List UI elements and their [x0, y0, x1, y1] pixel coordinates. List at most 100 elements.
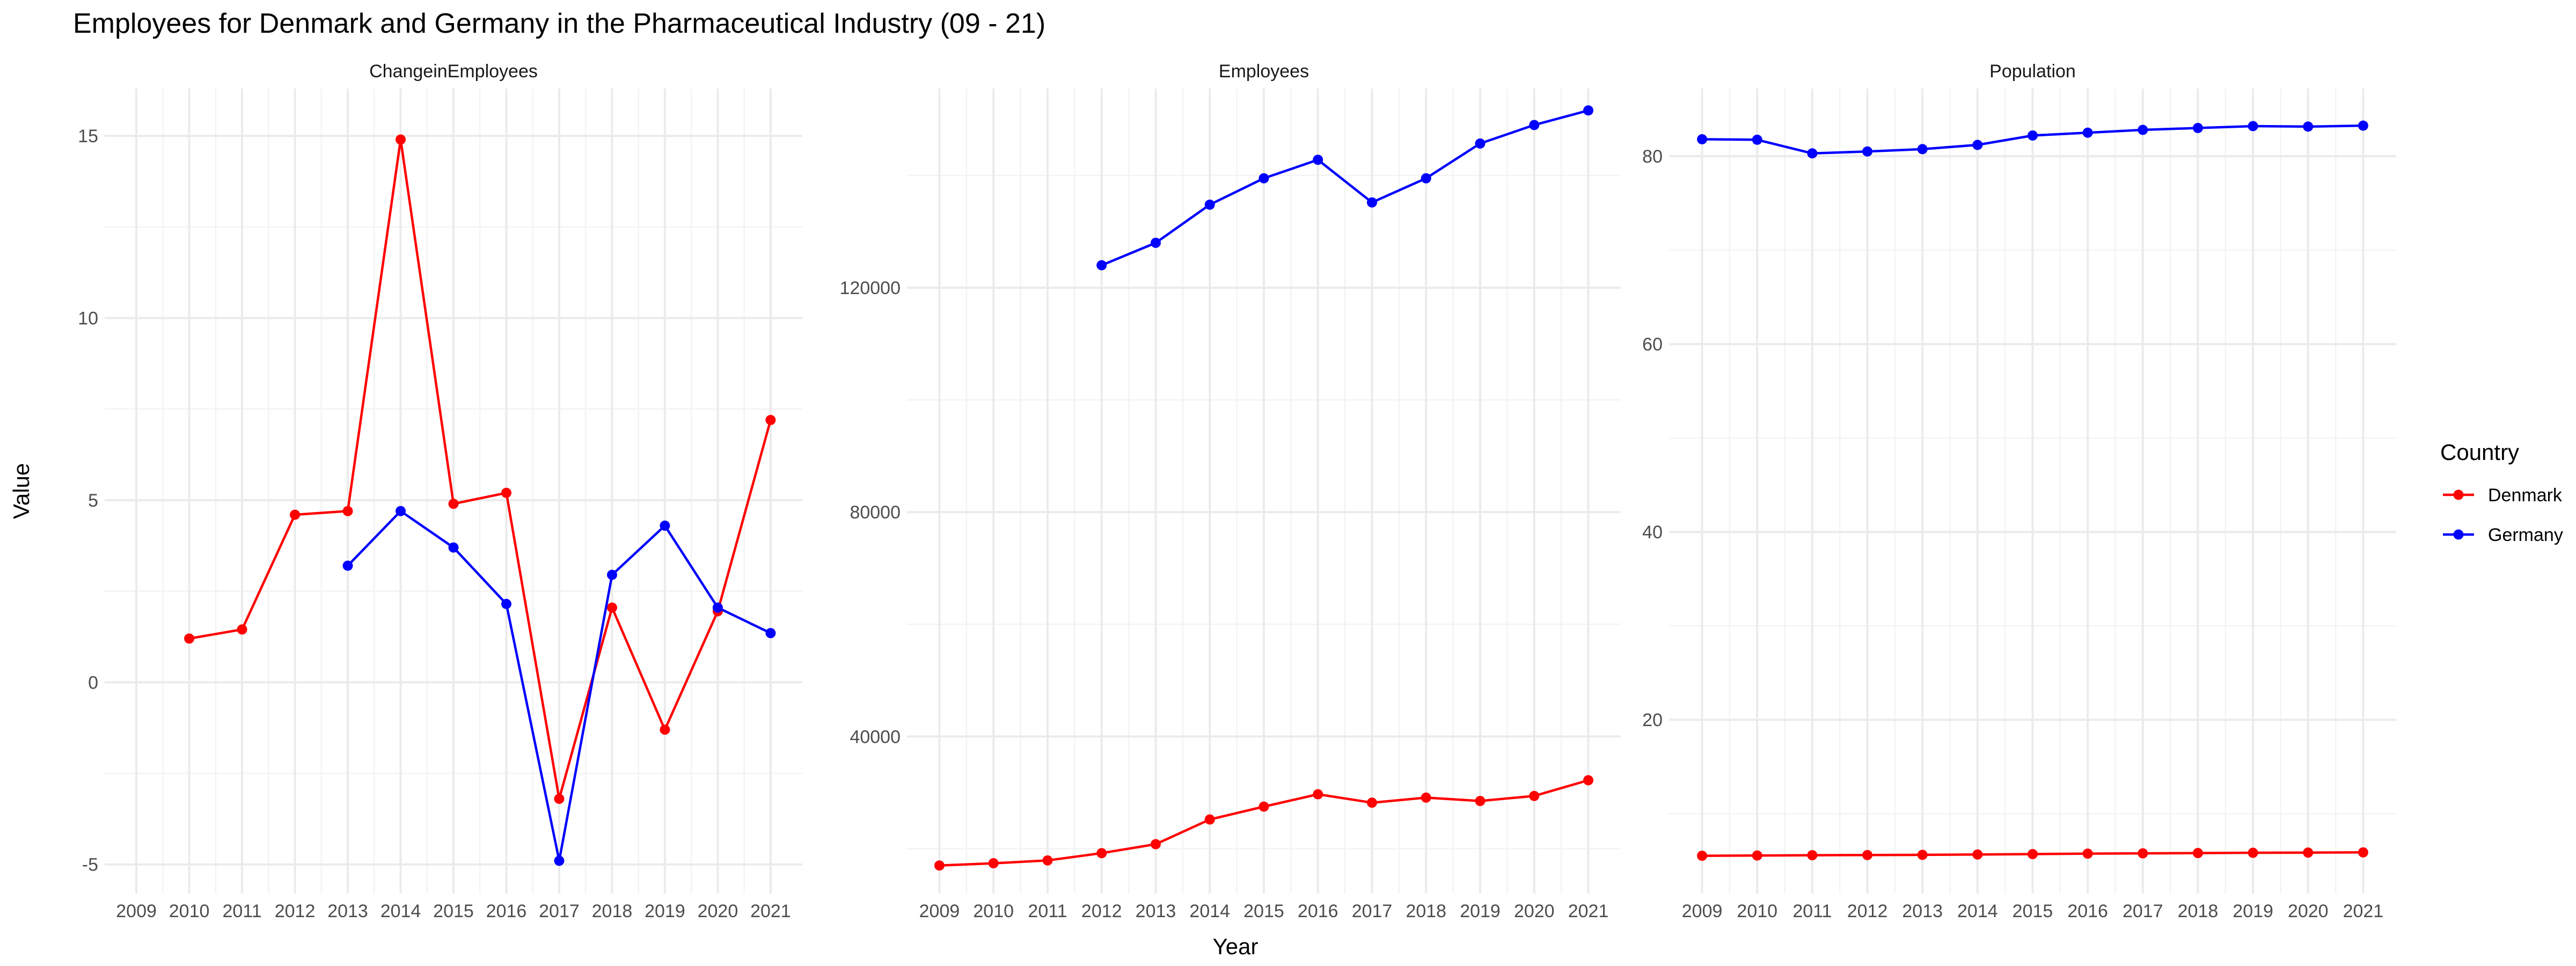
legend-title: Country — [2440, 440, 2519, 465]
x-tick-label-ChangeinEmployees-2012: 2012 — [275, 901, 316, 921]
data-point-Employees-Denmark-2010 — [988, 858, 999, 869]
y-tick-label-ChangeinEmployees-1: 0 — [88, 672, 98, 693]
x-tick-label-Population-2015: 2015 — [2012, 901, 2053, 921]
x-tick-label-ChangeinEmployees-2014: 2014 — [380, 901, 421, 921]
data-point-ChangeinEmployees-Germany-2019 — [660, 520, 670, 531]
legend-label-Germany: Germany — [2488, 525, 2563, 545]
x-tick-label-Population-2019: 2019 — [2233, 901, 2273, 921]
data-point-Population-Denmark-2011 — [1807, 850, 1818, 861]
legend-key-point-Germany — [2453, 529, 2464, 540]
data-point-ChangeinEmployees-Denmark-2010 — [184, 633, 195, 644]
data-point-Population-Germany-2012 — [1862, 146, 1873, 157]
x-tick-label-Population-2017: 2017 — [2123, 901, 2163, 921]
data-point-Population-Denmark-2020 — [2303, 847, 2314, 858]
data-point-ChangeinEmployees-Denmark-2012 — [290, 509, 301, 520]
x-tick-label-Employees-2010: 2010 — [973, 901, 1014, 921]
data-point-ChangeinEmployees-Denmark-2013 — [342, 506, 353, 516]
data-point-ChangeinEmployees-Denmark-2017 — [554, 794, 565, 804]
data-point-Population-Germany-2014 — [1972, 140, 1983, 150]
data-point-ChangeinEmployees-Denmark-2011 — [237, 624, 247, 635]
data-point-Population-Denmark-2016 — [2082, 848, 2093, 859]
data-point-Population-Denmark-2019 — [2248, 847, 2258, 858]
x-tick-label-ChangeinEmployees-2010: 2010 — [169, 901, 210, 921]
data-point-ChangeinEmployees-Germany-2017 — [554, 855, 565, 866]
data-point-Employees-Denmark-2020 — [1529, 791, 1540, 801]
data-point-Employees-Germany-2017 — [1367, 197, 1378, 208]
data-point-ChangeinEmployees-Denmark-2016 — [501, 487, 511, 498]
x-tick-label-Population-2009: 2009 — [1682, 901, 1723, 921]
y-tick-label-Population-0: 20 — [1642, 710, 1663, 730]
data-point-Employees-Denmark-2019 — [1475, 796, 1485, 807]
x-tick-label-ChangeinEmployees-2020: 2020 — [698, 901, 738, 921]
y-tick-label-Population-1: 40 — [1642, 522, 1663, 543]
data-point-Population-Denmark-2021 — [2358, 847, 2368, 858]
data-point-Employees-Denmark-2015 — [1258, 801, 1269, 812]
data-point-Population-Germany-2019 — [2248, 121, 2258, 131]
y-tick-label-ChangeinEmployees-3: 10 — [78, 309, 98, 329]
data-point-Employees-Denmark-2017 — [1367, 797, 1378, 808]
data-point-ChangeinEmployees-Germany-2015 — [448, 542, 459, 553]
x-tick-label-ChangeinEmployees-2016: 2016 — [486, 901, 527, 921]
x-tick-label-ChangeinEmployees-2015: 2015 — [433, 901, 474, 921]
x-tick-label-ChangeinEmployees-2018: 2018 — [592, 901, 633, 921]
y-tick-label-ChangeinEmployees-4: 15 — [78, 126, 98, 147]
x-tick-label-Employees-2012: 2012 — [1081, 901, 1122, 921]
y-tick-label-Employees-1: 80000 — [850, 502, 901, 523]
data-point-Employees-Denmark-2016 — [1313, 789, 1323, 800]
data-point-Employees-Germany-2013 — [1150, 237, 1161, 248]
data-point-Employees-Germany-2015 — [1258, 173, 1269, 184]
y-tick-label-ChangeinEmployees-2: 5 — [88, 491, 98, 511]
y-tick-label-Employees-2: 120000 — [840, 278, 901, 298]
data-point-Population-Denmark-2012 — [1862, 850, 1873, 860]
data-point-Population-Germany-2018 — [2192, 123, 2203, 134]
x-tick-label-Employees-2013: 2013 — [1136, 901, 1176, 921]
x-tick-label-Population-2012: 2012 — [1847, 901, 1888, 921]
data-point-Population-Germany-2016 — [2082, 127, 2093, 138]
data-point-ChangeinEmployees-Germany-2020 — [712, 602, 723, 613]
x-tick-label-ChangeinEmployees-2021: 2021 — [750, 901, 791, 921]
data-point-Population-Germany-2011 — [1807, 148, 1818, 159]
data-point-Population-Germany-2009 — [1697, 134, 1708, 145]
data-point-Employees-Germany-2019 — [1475, 138, 1485, 149]
data-point-Employees-Denmark-2014 — [1204, 814, 1215, 825]
x-tick-label-ChangeinEmployees-2019: 2019 — [645, 901, 685, 921]
y-tick-label-ChangeinEmployees-0: -5 — [82, 855, 98, 875]
data-point-ChangeinEmployees-Germany-2021 — [765, 628, 776, 639]
data-point-ChangeinEmployees-Denmark-2021 — [765, 415, 776, 426]
data-point-ChangeinEmployees-Germany-2016 — [501, 598, 511, 609]
data-point-ChangeinEmployees-Denmark-2018 — [606, 602, 617, 613]
data-point-Employees-Denmark-2013 — [1150, 839, 1161, 850]
data-point-ChangeinEmployees-Denmark-2015 — [448, 499, 459, 509]
data-point-Population-Denmark-2014 — [1972, 849, 1983, 860]
data-point-Employees-Denmark-2012 — [1096, 848, 1107, 859]
facet-label-Employees: Employees — [1219, 61, 1309, 82]
series-line-ChangeinEmployees-Denmark — [189, 138, 772, 800]
x-tick-label-Employees-2011: 2011 — [1028, 901, 1067, 921]
data-point-Employees-Germany-2016 — [1313, 155, 1323, 165]
x-tick-label-Population-2021: 2021 — [2343, 901, 2384, 921]
data-point-ChangeinEmployees-Denmark-2014 — [396, 134, 406, 145]
x-tick-label-ChangeinEmployees-2013: 2013 — [327, 901, 368, 921]
x-tick-label-Population-2014: 2014 — [1957, 901, 1998, 921]
x-tick-label-ChangeinEmployees-2011: 2011 — [222, 901, 261, 921]
x-axis-title: Year — [1213, 934, 1258, 959]
x-tick-label-ChangeinEmployees-2009: 2009 — [116, 901, 157, 921]
facet-label-ChangeinEmployees: ChangeinEmployees — [369, 61, 538, 82]
y-tick-label-Population-2: 60 — [1642, 334, 1663, 355]
data-point-Employees-Germany-2014 — [1204, 199, 1215, 210]
chart-title: Employees for Denmark and Germany in the… — [73, 8, 1046, 39]
legend-label-Denmark: Denmark — [2488, 485, 2563, 506]
data-point-Population-Denmark-2010 — [1752, 850, 1762, 861]
data-point-Population-Germany-2015 — [2028, 130, 2038, 141]
data-point-Population-Denmark-2018 — [2192, 848, 2203, 859]
x-tick-label-Population-2018: 2018 — [2178, 901, 2219, 921]
x-tick-label-Employees-2015: 2015 — [1243, 901, 1284, 921]
data-point-Population-Germany-2017 — [2138, 125, 2148, 135]
data-point-ChangeinEmployees-Germany-2018 — [606, 569, 617, 580]
data-point-Population-Germany-2010 — [1752, 134, 1762, 145]
data-point-Employees-Germany-2020 — [1529, 120, 1540, 130]
data-point-ChangeinEmployees-Germany-2013 — [342, 560, 353, 571]
y-tick-label-Employees-0: 40000 — [850, 727, 901, 747]
